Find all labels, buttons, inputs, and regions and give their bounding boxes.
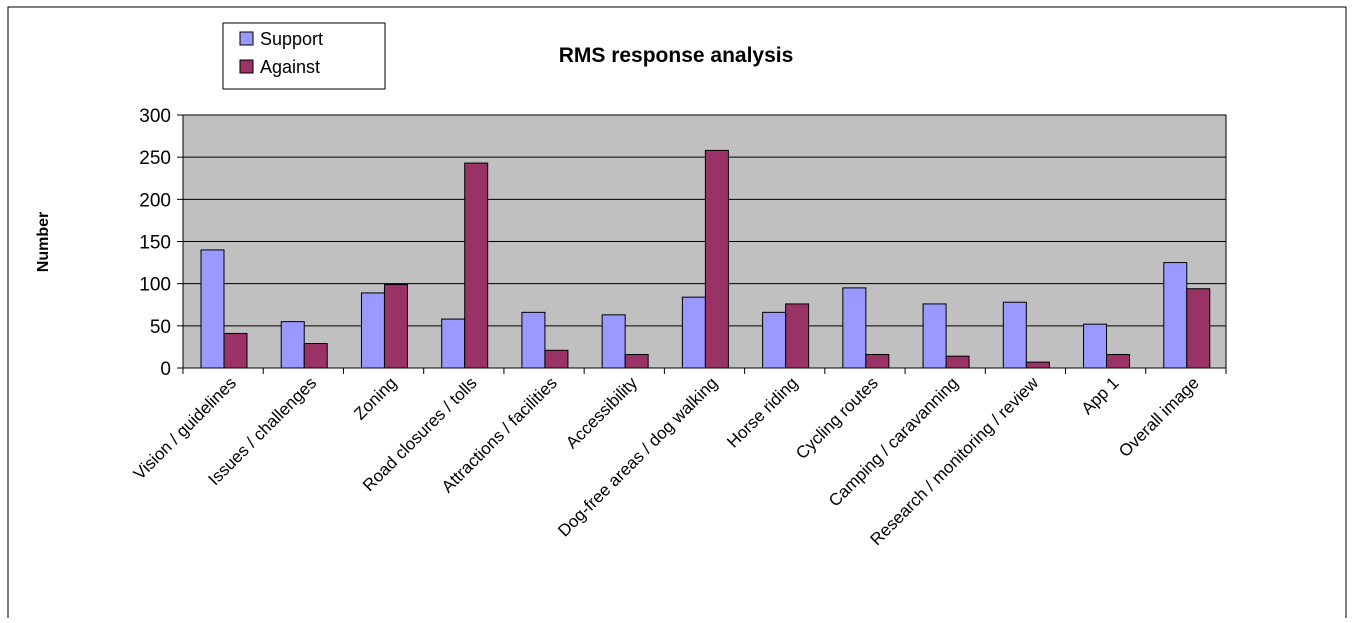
bar-against (303, 343, 328, 369)
bar-support (360, 292, 385, 369)
bar-against (624, 354, 649, 369)
bar-against (945, 355, 970, 369)
legend-label-support: Support (260, 29, 323, 49)
y-axis-label: Number (35, 212, 52, 272)
bar-against (464, 162, 489, 369)
bar-against (1186, 288, 1211, 369)
bar-against (223, 332, 248, 369)
bar-support (200, 249, 225, 369)
y-tick-label: 200 (139, 190, 171, 211)
bar-support (1163, 262, 1188, 369)
bar-support (762, 311, 787, 369)
bar-against (1025, 361, 1050, 369)
legend-swatch-support (239, 31, 254, 46)
bar-support (1002, 301, 1027, 369)
legend: Support Against (222, 22, 386, 90)
bar-support (1083, 323, 1108, 369)
legend-swatch-against (239, 59, 254, 74)
bar-support (842, 287, 867, 369)
bar-against (704, 149, 729, 369)
bar-support (922, 303, 947, 369)
y-tick-label: 150 (139, 233, 171, 254)
bar-support (521, 311, 546, 369)
y-tick-label: 100 (139, 275, 171, 296)
bar-against (383, 284, 408, 369)
y-tick-label: 50 (150, 317, 171, 338)
bar-against (544, 349, 569, 369)
legend-label-against: Against (260, 57, 320, 77)
bar-support (280, 321, 305, 369)
y-tick-label: 300 (139, 106, 171, 127)
bar-support (681, 296, 706, 369)
bar-support (601, 314, 626, 369)
bar-against (785, 303, 810, 369)
bar-against (865, 354, 890, 369)
bar-support (441, 318, 466, 369)
y-tick-label: 250 (139, 148, 171, 169)
y-tick-label: 0 (160, 359, 171, 380)
bar-against (1106, 354, 1131, 369)
chart-title: RMS response analysis (559, 44, 794, 67)
